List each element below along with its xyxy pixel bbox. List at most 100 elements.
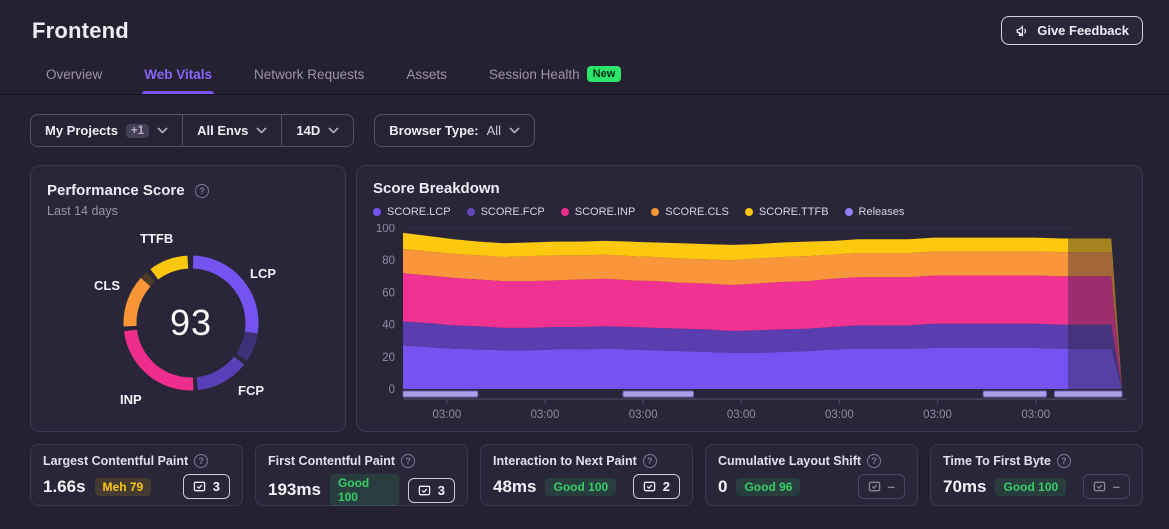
tab-label: Web Vitals: [144, 66, 213, 82]
tab-label: Overview: [46, 66, 103, 82]
tab-overview[interactable]: Overview: [44, 60, 104, 94]
legend-item[interactable]: SCORE.FCP: [466, 206, 545, 218]
performance-score-value: 93: [169, 302, 213, 343]
tab-label: Session Health: [488, 66, 580, 82]
help-icon[interactable]: ?: [1056, 454, 1071, 468]
browser-type-filter[interactable]: Browser Type: All: [375, 115, 534, 146]
vital-score-badge: Meh 79: [94, 477, 152, 496]
legend-dot: [844, 208, 853, 216]
help-icon[interactable]: ?: [867, 454, 882, 468]
vital-value: 70ms: [943, 476, 987, 496]
score-breakdown-title: Score Breakdown: [373, 180, 500, 197]
filter-bar: My Projects +1 All Envs 14D Browser Type…: [0, 95, 1169, 147]
score-breakdown-chart[interactable]: 03:00 03:00 03:00 03:00 03:00 03:00 03:00 0 20 40…: [373, 223, 1126, 429]
legend-label: SCORE.CLS: [665, 206, 729, 218]
area-series-score.fcp: [403, 321, 1122, 389]
give-feedback-button[interactable]: Give Feedback: [1001, 16, 1143, 45]
legend-item[interactable]: SCORE.LCP: [373, 206, 451, 218]
y-axis-label: 40: [382, 320, 395, 332]
project-filter[interactable]: My Projects +1: [31, 115, 182, 146]
release-marker[interactable]: [402, 390, 479, 398]
y-axis-label: 100: [376, 224, 395, 235]
donut-segment-inp: [124, 329, 194, 391]
performance-score-title: Performance Score: [47, 182, 185, 199]
vital-card[interactable]: Cumulative Layout Shift ? 0 Good 96 –: [705, 444, 918, 506]
related-issues-button[interactable]: 2: [632, 474, 680, 499]
vital-value: 48ms: [493, 476, 537, 496]
legend-label: SCORE.LCP: [387, 206, 451, 218]
legend-dot: [651, 208, 660, 216]
chart-legend: SCORE.LCP SCORE.FCP SCORE.INP SCORE.CLS …: [373, 206, 1126, 218]
tab-new-badge: New: [586, 66, 622, 82]
issues-count: 3: [437, 482, 445, 498]
y-axis-label: 20: [382, 352, 395, 364]
vital-card[interactable]: Interaction to Next Paint ? 48ms Good 10…: [480, 444, 693, 506]
x-axis-label: 03:00: [629, 409, 658, 421]
date-range-filter[interactable]: 14D: [281, 115, 353, 146]
help-icon[interactable]: ?: [642, 454, 657, 468]
vital-card[interactable]: First Contentful Paint ? 193ms Good 100 …: [255, 444, 468, 506]
vital-card-title: Time To First Byte: [943, 454, 1051, 468]
donut-segment-lcp-remainder: [236, 331, 258, 361]
legend-item[interactable]: SCORE.TTFB: [744, 206, 829, 218]
environment-filter[interactable]: All Envs: [182, 115, 281, 146]
area-series-score.ttfb: [403, 232, 1122, 389]
vital-score-badge: Good 100: [329, 474, 399, 506]
issues-count: –: [887, 479, 895, 494]
release-marker[interactable]: [1053, 390, 1123, 398]
donut-segment-fcp: [196, 356, 245, 391]
legend-dot: [560, 208, 569, 216]
page-header: Frontend Give Feedback Overview Web Vita…: [0, 0, 1169, 95]
issue-box-icon: [418, 485, 431, 495]
issues-count: 3: [212, 479, 220, 494]
issue-box-icon: [1093, 481, 1106, 492]
project-count-badge: +1: [125, 123, 150, 138]
tab-network-requests[interactable]: Network Requests: [252, 60, 366, 94]
help-icon[interactable]: ?: [194, 454, 209, 468]
vital-card-title: Largest Contentful Paint: [43, 454, 189, 468]
tab-web-vitals[interactable]: Web Vitals: [142, 60, 214, 94]
vital-value: 193ms: [268, 480, 321, 499]
release-marker[interactable]: [622, 390, 694, 398]
related-issues-button[interactable]: 3: [407, 477, 455, 503]
x-axis-label: 03:00: [1021, 409, 1050, 421]
issue-box-icon: [868, 481, 881, 492]
area-series-score.cls: [403, 248, 1122, 389]
chevron-down-icon: [157, 127, 168, 134]
help-icon[interactable]: ?: [195, 184, 210, 198]
performance-score-subtitle: Last 14 days: [47, 204, 118, 218]
x-axis-label: 03:00: [531, 409, 560, 421]
help-icon[interactable]: ?: [401, 454, 416, 468]
donut-label-lcp: LCP: [250, 266, 276, 281]
vital-card[interactable]: Largest Contentful Paint ? 1.66s Meh 79 …: [30, 444, 243, 506]
x-axis-label: 03:00: [825, 409, 854, 421]
performance-score-panel: Performance Score ? Last 14 days 93 TTFB…: [30, 165, 346, 432]
x-axis-label: 03:00: [727, 409, 756, 421]
legend-item[interactable]: Releases: [844, 206, 904, 218]
tab-label: Assets: [406, 66, 447, 82]
vital-score-badge: Good 96: [736, 477, 801, 496]
tab-label: Network Requests: [254, 66, 365, 82]
issues-count: –: [1112, 479, 1120, 494]
related-issues-button[interactable]: –: [1082, 474, 1130, 499]
legend-item[interactable]: SCORE.INP: [560, 206, 635, 218]
vital-card[interactable]: Time To First Byte ? 70ms Good 100 –: [930, 444, 1143, 506]
donut-segment-ttfb: [150, 255, 189, 280]
release-marker[interactable]: [982, 390, 1048, 398]
score-ring-chart[interactable]: [116, 248, 266, 398]
tab-bar: Overview Web Vitals Network Requests Ass…: [32, 60, 1143, 94]
donut-segment-cls: [123, 277, 151, 327]
legend-label: SCORE.TTFB: [758, 206, 829, 218]
vital-card-title: Interaction to Next Paint: [493, 454, 637, 468]
donut-label-fcp: FCP: [238, 383, 264, 398]
related-issues-button[interactable]: 3: [182, 474, 230, 499]
chevron-down-icon: [328, 127, 339, 134]
legend-item[interactable]: SCORE.CLS: [651, 206, 729, 218]
y-axis-label: 60: [382, 287, 395, 299]
tab-assets[interactable]: Assets: [404, 60, 449, 94]
issue-box-icon: [193, 481, 206, 492]
donut-segment-cls-remainder: [140, 272, 156, 287]
tab-session-health[interactable]: Session Health New: [487, 60, 623, 94]
x-axis-label: 03:00: [923, 409, 952, 421]
related-issues-button[interactable]: –: [857, 474, 905, 499]
